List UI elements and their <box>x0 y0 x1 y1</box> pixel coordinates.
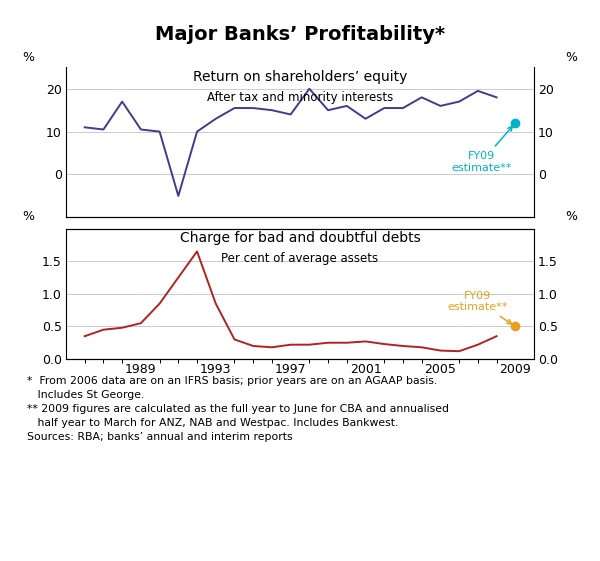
Text: After tax and minority interests: After tax and minority interests <box>207 91 393 104</box>
Text: Return on shareholders’ equity: Return on shareholders’ equity <box>193 70 407 84</box>
Text: FY09
estimate**: FY09 estimate** <box>448 291 512 324</box>
Text: FY09
estimate**: FY09 estimate** <box>451 126 512 173</box>
Text: %: % <box>565 210 577 223</box>
Text: %: % <box>23 51 35 65</box>
Text: Charge for bad and doubtful debts: Charge for bad and doubtful debts <box>179 231 421 245</box>
Text: *  From 2006 data are on an IFRS basis; prior years are on an AGAAP basis.
   In: * From 2006 data are on an IFRS basis; p… <box>27 376 449 442</box>
Text: %: % <box>23 210 35 223</box>
Text: %: % <box>565 51 577 65</box>
Text: Major Banks’ Profitability*: Major Banks’ Profitability* <box>155 25 445 44</box>
Text: Per cent of average assets: Per cent of average assets <box>221 252 379 265</box>
